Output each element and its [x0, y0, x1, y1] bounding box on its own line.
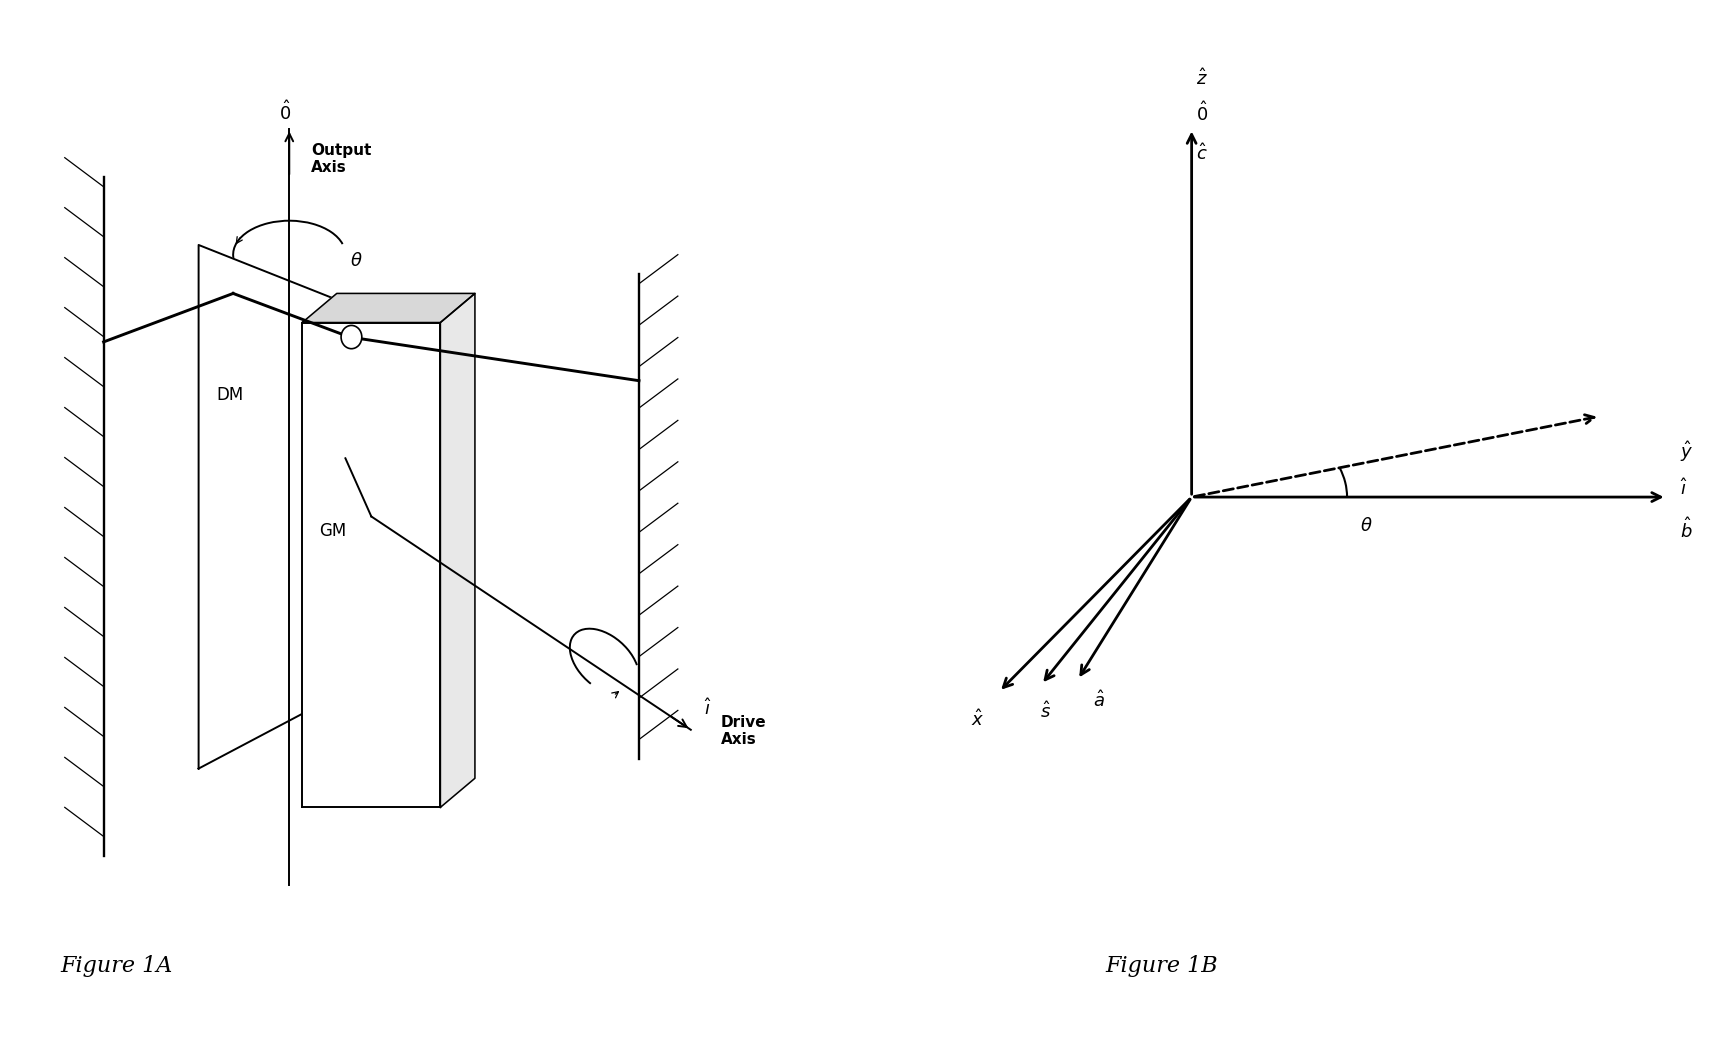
Text: $\hat{\imath}$: $\hat{\imath}$ — [705, 699, 712, 719]
Text: $\hat{b}$: $\hat{b}$ — [1679, 518, 1692, 542]
Circle shape — [340, 326, 363, 349]
Text: DM: DM — [216, 386, 244, 404]
Text: $\hat{z}$: $\hat{z}$ — [1197, 69, 1207, 89]
Text: $\hat{a}$: $\hat{a}$ — [1093, 690, 1105, 710]
Polygon shape — [199, 245, 345, 768]
Polygon shape — [440, 293, 475, 807]
Text: $\hat{0}$: $\hat{0}$ — [1197, 101, 1207, 124]
Text: Figure 1A: Figure 1A — [60, 955, 173, 977]
Polygon shape — [302, 293, 475, 323]
Text: $\hat{y}$: $\hat{y}$ — [1679, 440, 1692, 464]
Text: $\hat{0}$: $\hat{0}$ — [280, 100, 290, 123]
Text: $\theta$: $\theta$ — [351, 252, 363, 270]
Polygon shape — [345, 304, 361, 691]
Text: Figure 1B: Figure 1B — [1105, 955, 1218, 977]
Text: $\hat{s}$: $\hat{s}$ — [1040, 702, 1052, 722]
Text: Output
Axis: Output Axis — [311, 143, 371, 175]
Text: $\theta$: $\theta$ — [1361, 518, 1373, 535]
Text: GM: GM — [319, 522, 347, 540]
Text: $\hat{\imath}$: $\hat{\imath}$ — [1679, 479, 1687, 500]
Text: Drive
Axis: Drive Axis — [722, 715, 767, 747]
Text: $\hat{c}$: $\hat{c}$ — [1197, 143, 1207, 163]
Polygon shape — [302, 323, 440, 807]
Text: $\hat{x}$: $\hat{x}$ — [971, 709, 984, 729]
